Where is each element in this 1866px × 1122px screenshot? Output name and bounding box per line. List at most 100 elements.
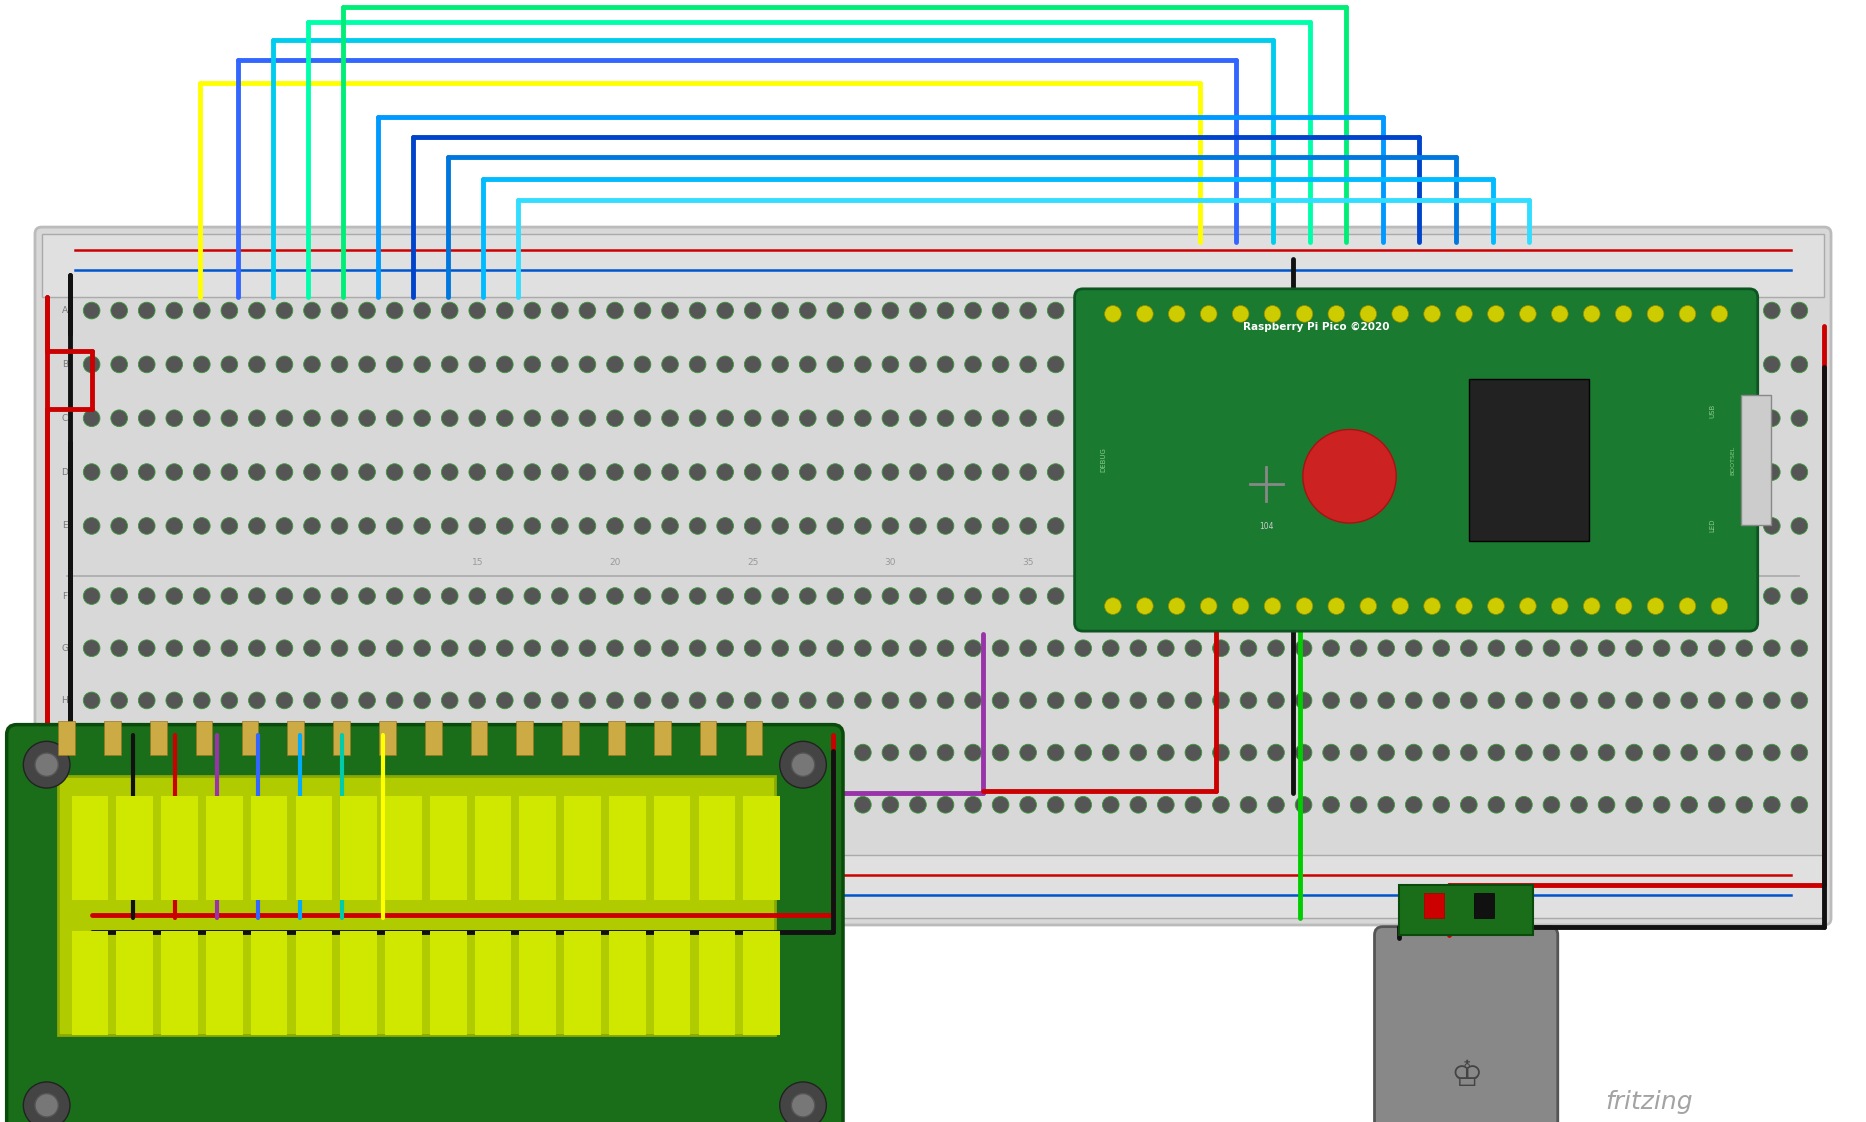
Circle shape — [965, 588, 982, 605]
Circle shape — [745, 463, 761, 480]
Circle shape — [1295, 588, 1312, 605]
Circle shape — [1263, 305, 1280, 322]
Circle shape — [799, 517, 815, 534]
Circle shape — [358, 302, 375, 319]
Circle shape — [1213, 410, 1230, 426]
Circle shape — [1487, 692, 1504, 709]
Circle shape — [166, 744, 183, 761]
Circle shape — [773, 302, 789, 319]
Bar — [250, 931, 287, 1034]
Circle shape — [1131, 410, 1146, 426]
Circle shape — [578, 410, 595, 426]
Circle shape — [937, 517, 954, 534]
Circle shape — [717, 356, 733, 373]
Circle shape — [799, 744, 815, 761]
Circle shape — [276, 517, 293, 534]
Circle shape — [1131, 797, 1146, 813]
Circle shape — [1185, 744, 1202, 761]
Bar — [564, 931, 601, 1034]
Circle shape — [1625, 302, 1642, 319]
Circle shape — [1295, 356, 1312, 373]
Circle shape — [1616, 598, 1633, 615]
Circle shape — [304, 744, 321, 761]
Circle shape — [1131, 463, 1146, 480]
Circle shape — [1571, 410, 1588, 426]
Text: 104: 104 — [1260, 522, 1273, 532]
Circle shape — [1351, 410, 1368, 426]
Text: 35: 35 — [1023, 558, 1034, 567]
Circle shape — [883, 588, 899, 605]
Circle shape — [468, 692, 485, 709]
Text: H: H — [62, 696, 69, 705]
Circle shape — [827, 463, 843, 480]
Circle shape — [1131, 302, 1146, 319]
Circle shape — [1267, 588, 1284, 605]
Circle shape — [1295, 302, 1312, 319]
Circle shape — [1543, 517, 1560, 534]
Circle shape — [827, 692, 843, 709]
Circle shape — [1433, 588, 1450, 605]
Circle shape — [937, 463, 954, 480]
Circle shape — [855, 517, 871, 534]
Circle shape — [1267, 797, 1284, 813]
Circle shape — [304, 356, 321, 373]
Circle shape — [1157, 302, 1174, 319]
Circle shape — [745, 410, 761, 426]
Circle shape — [662, 692, 679, 709]
Circle shape — [496, 744, 513, 761]
Circle shape — [1157, 463, 1174, 480]
Circle shape — [634, 797, 651, 813]
FancyBboxPatch shape — [1375, 927, 1558, 1122]
Circle shape — [1551, 598, 1567, 615]
Circle shape — [1267, 463, 1284, 480]
Bar — [241, 721, 258, 755]
Circle shape — [965, 692, 982, 709]
Circle shape — [1351, 640, 1368, 656]
Circle shape — [1653, 640, 1670, 656]
Circle shape — [745, 588, 761, 605]
Circle shape — [110, 356, 127, 373]
Circle shape — [909, 517, 926, 534]
Circle shape — [468, 517, 485, 534]
Bar — [698, 797, 735, 900]
Circle shape — [1461, 410, 1478, 426]
Circle shape — [248, 463, 265, 480]
Circle shape — [855, 744, 871, 761]
Circle shape — [442, 517, 457, 534]
Circle shape — [524, 744, 541, 761]
Circle shape — [1461, 356, 1478, 373]
Circle shape — [330, 588, 347, 605]
Circle shape — [35, 1094, 58, 1118]
Circle shape — [1679, 598, 1696, 615]
Circle shape — [1232, 598, 1248, 615]
Text: ♔: ♔ — [1450, 1059, 1482, 1093]
Circle shape — [1433, 744, 1450, 761]
Circle shape — [606, 692, 623, 709]
Circle shape — [330, 356, 347, 373]
Circle shape — [1377, 640, 1394, 656]
Bar — [608, 721, 625, 755]
Circle shape — [606, 302, 623, 319]
Bar — [379, 721, 396, 755]
Bar — [116, 797, 153, 900]
Circle shape — [1267, 517, 1284, 534]
Circle shape — [1329, 305, 1345, 322]
Circle shape — [965, 356, 982, 373]
Circle shape — [276, 640, 293, 656]
Circle shape — [965, 463, 982, 480]
Circle shape — [634, 356, 651, 373]
Circle shape — [1709, 640, 1724, 656]
Circle shape — [909, 463, 926, 480]
Circle shape — [1297, 305, 1314, 322]
Circle shape — [1735, 797, 1752, 813]
Circle shape — [386, 692, 403, 709]
Circle shape — [827, 588, 843, 605]
Circle shape — [1075, 588, 1092, 605]
Circle shape — [1213, 302, 1230, 319]
Circle shape — [689, 410, 705, 426]
Circle shape — [166, 410, 183, 426]
Circle shape — [1571, 744, 1588, 761]
Circle shape — [1461, 797, 1478, 813]
Circle shape — [993, 463, 1010, 480]
Circle shape — [1597, 797, 1614, 813]
